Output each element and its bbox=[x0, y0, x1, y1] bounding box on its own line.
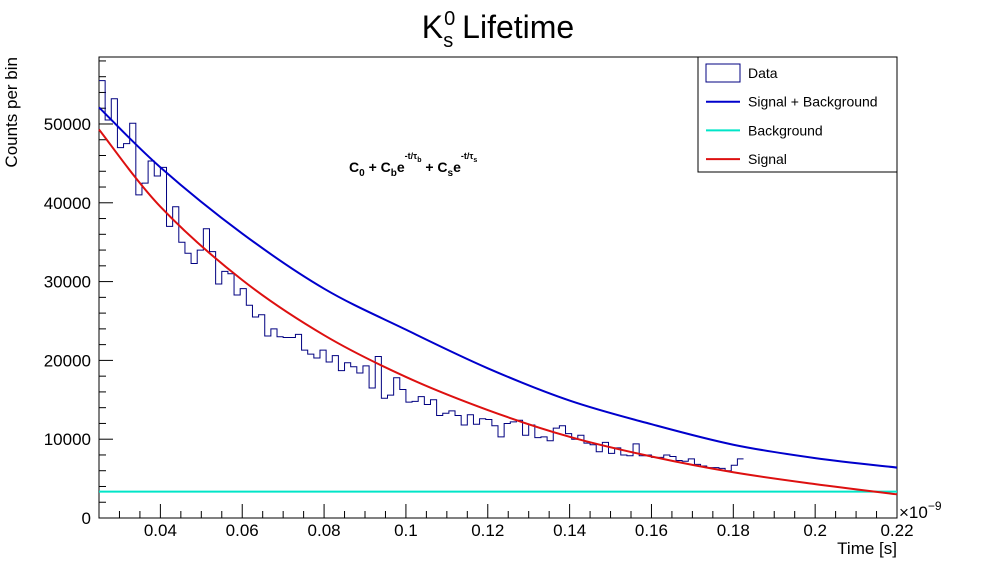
y-tick-label: 50000 bbox=[44, 115, 91, 134]
formula-part: b bbox=[417, 157, 421, 164]
x-tick-label: 0.2 bbox=[803, 521, 827, 540]
x-tick-label: 0.18 bbox=[717, 521, 750, 540]
x-axis-title: Time [s] bbox=[837, 539, 897, 558]
x-exponent-base: ×10 bbox=[899, 503, 928, 522]
y-tick-label: 0 bbox=[82, 509, 91, 528]
fit-curves bbox=[98, 106, 898, 496]
formula-part: s bbox=[448, 168, 454, 179]
plot-frame bbox=[98, 56, 898, 519]
chart-title-rest: Lifetime bbox=[453, 9, 574, 45]
x-tick-label: 0.22 bbox=[880, 521, 913, 540]
formula-part: -t/τ bbox=[405, 151, 418, 161]
chart-title: K0 s Lifetime bbox=[422, 8, 574, 52]
formula-part: + C bbox=[365, 159, 391, 175]
chart-title-sub: s bbox=[443, 30, 453, 52]
y-tick-label: 30000 bbox=[44, 273, 91, 292]
legend-label-signal: Signal bbox=[748, 151, 787, 167]
chart-title-sup: 0 bbox=[444, 8, 455, 30]
y-tick-label: 20000 bbox=[44, 351, 91, 370]
y-tick-labels: 0 10000 20000 30000 40000 50000 bbox=[44, 115, 91, 528]
x-tick-label: 0.04 bbox=[144, 521, 177, 540]
x-tick-label: 0.06 bbox=[226, 521, 259, 540]
legend: Data Signal + Background Background Signal bbox=[697, 56, 898, 173]
legend-label-data: Data bbox=[748, 65, 778, 81]
x-exponent-power: −9 bbox=[928, 499, 942, 513]
histogram-outline bbox=[99, 80, 744, 472]
x-tick-label: 0.12 bbox=[471, 521, 504, 540]
svg-text:K0s Lifetime: K0 s Lifetime bbox=[422, 8, 574, 52]
x-tick-label: 0.16 bbox=[635, 521, 668, 540]
formula-part: C bbox=[349, 159, 359, 175]
formula-part: 0 bbox=[359, 168, 365, 179]
y-tick-label: 40000 bbox=[44, 194, 91, 213]
formula-part: e bbox=[397, 159, 405, 175]
curve-signal-background bbox=[98, 106, 898, 469]
y-axis-title: Counts per bin bbox=[2, 57, 21, 168]
x-axis-exponent: ×10−9 bbox=[899, 499, 942, 522]
formula-part: + C bbox=[421, 159, 447, 175]
x-tick-label: 0.14 bbox=[553, 521, 586, 540]
x-tick-labels: 0.04 0.06 0.08 0.1 0.12 0.14 0.16 0.18 0.2 0.22 bbox=[144, 521, 914, 540]
chart-title-main: K bbox=[422, 9, 443, 45]
formula-part: -t/τ bbox=[461, 151, 474, 161]
formula-part: b bbox=[391, 168, 397, 179]
x-tick-label: 0.1 bbox=[394, 521, 418, 540]
legend-label-signal-background: Signal + Background bbox=[748, 94, 878, 110]
y-tick-label: 10000 bbox=[44, 430, 91, 449]
formula-part: e bbox=[453, 159, 461, 175]
formula-annotation: C0 + Cbe-t/τb + Cse-t/τs bbox=[349, 151, 477, 179]
x-tick-label: 0.08 bbox=[308, 521, 341, 540]
formula-part: s bbox=[473, 157, 477, 164]
curve-signal bbox=[98, 128, 898, 496]
axis-ticks bbox=[99, 60, 898, 519]
data-histogram bbox=[99, 80, 744, 472]
legend-label-background: Background bbox=[748, 122, 823, 138]
legend-swatch-data bbox=[705, 63, 741, 83]
